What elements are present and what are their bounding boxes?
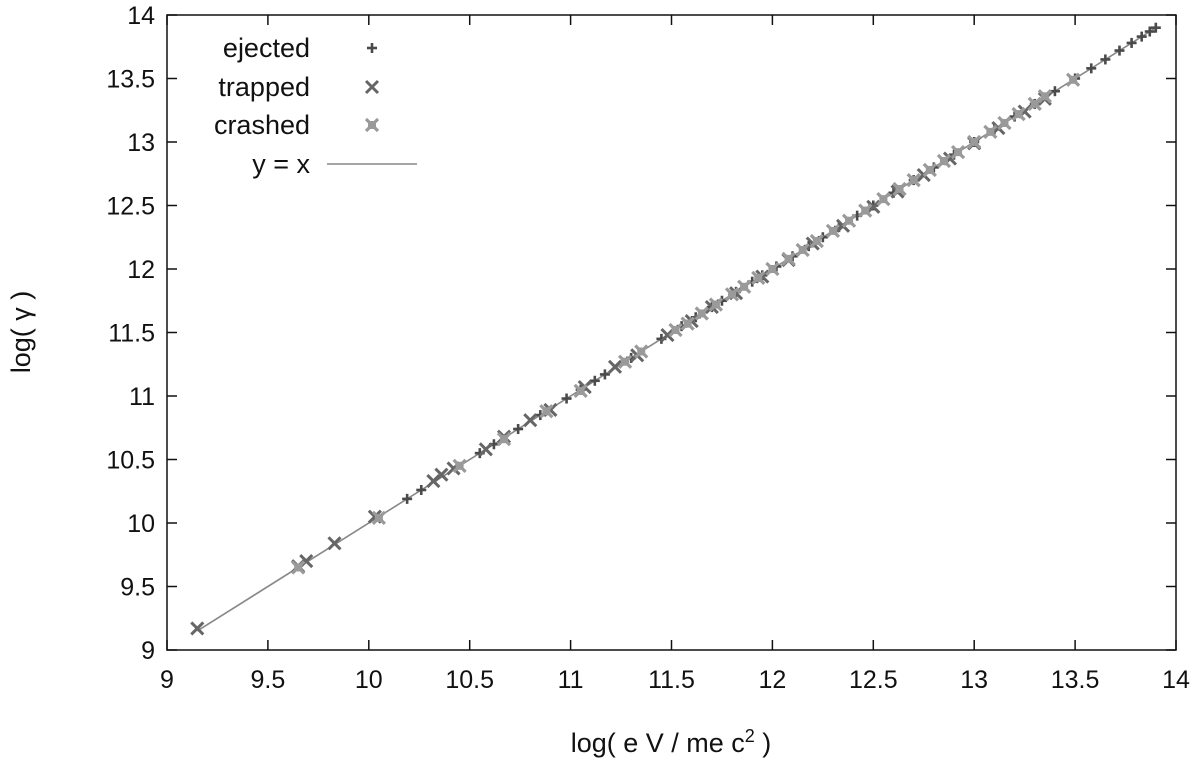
ejected-point-36	[1086, 63, 1097, 74]
crashed-point-19	[825, 223, 841, 239]
x-tick-label: 11.5	[648, 666, 695, 694]
crashed-point-11	[708, 297, 724, 312]
ejected-point-37	[1100, 54, 1111, 65]
x-tick-label: 11	[558, 666, 584, 694]
ejected-point-9	[599, 369, 610, 380]
y-axis-label: log( γ )	[6, 291, 36, 374]
crashed-point-25	[922, 162, 937, 178]
trapped-point-15	[660, 327, 675, 343]
x-tick-label: 14	[1162, 666, 1190, 694]
y-tick-label: 10.5	[106, 447, 155, 475]
ejected-point-1	[416, 484, 427, 495]
crashed-point-29	[983, 124, 998, 139]
x-tick-label: 12.5	[849, 666, 898, 694]
legend-label: crashed	[214, 110, 310, 140]
ejected-point-6	[561, 393, 572, 404]
crashed-point-5	[573, 383, 588, 399]
trapped-point-6	[434, 467, 449, 482]
crashed-point-23	[892, 181, 907, 197]
crashed-point-10	[694, 306, 709, 321]
crashed-point-27	[950, 145, 966, 160]
trapped-point-23	[866, 199, 881, 214]
ejected-point-38	[1114, 45, 1125, 56]
crashed-point-9	[680, 316, 695, 331]
crashed-point-33	[1037, 89, 1052, 104]
crashed-point-4	[539, 404, 554, 419]
y-tick-label: 11.5	[108, 320, 155, 348]
legend: ejected trapped crashed y = x	[214, 33, 417, 179]
y-tick-label: 10	[127, 510, 155, 538]
legend-marker-crashed	[364, 117, 380, 133]
x-tick-label: 12	[758, 666, 786, 694]
ejected-point-39	[1126, 37, 1137, 48]
trapped-point-0	[190, 621, 205, 636]
crashed-point-14	[751, 270, 766, 286]
crashed-point-28	[967, 134, 982, 150]
trapped-point-10	[523, 413, 538, 428]
ejected-point-42	[1150, 22, 1161, 33]
crashed-point-30	[997, 115, 1012, 131]
crashed-point-2	[452, 458, 467, 473]
legend-label: y = x	[252, 149, 310, 179]
trapped-point-13	[607, 359, 623, 374]
chart-marks	[190, 22, 1161, 636]
y-tick-label: 9.5	[120, 574, 155, 602]
y-tick-label: 9	[141, 637, 155, 665]
crashed-point-15	[765, 261, 780, 277]
crashed-point-7	[634, 344, 649, 359]
legend-marker-trapped	[364, 79, 380, 95]
ejected-point-41	[1144, 26, 1155, 37]
y-tick-label: 13.5	[106, 66, 155, 94]
y-tick-label: 13	[127, 129, 155, 157]
crashed-point-0	[291, 560, 306, 575]
x-tick-label: 10	[355, 666, 383, 694]
ejected-point-4	[513, 424, 524, 435]
legend-item-crashed: crashed	[214, 110, 380, 140]
x-axis-label: log( e V / me c2 )	[571, 726, 772, 758]
x-tick-label: 9	[160, 666, 174, 694]
legend-label: ejected	[223, 33, 310, 63]
crashed-point-8	[668, 322, 683, 338]
crashed-point-6	[617, 354, 633, 369]
y-tick-label: 12.5	[106, 193, 155, 221]
y-axis-ticks: 9 9.5 10 10.5 11 11.5 12 12.5 13 13.5 14	[106, 2, 1176, 665]
crashed-point-32	[1027, 96, 1042, 112]
crashed-point-21	[858, 203, 873, 218]
legend-item-y-equals-x: y = x	[252, 149, 417, 179]
y-tick-label: 11	[129, 383, 155, 411]
series-crashed	[291, 72, 1081, 575]
x-axis-ticks: 9 9.5 10 10.5 11 11.5 12 12.5 13 13.5 14	[160, 15, 1190, 694]
x-tick-label: 13.5	[1051, 666, 1100, 694]
trapped-point-3	[327, 536, 342, 551]
y-tick-label: 14	[127, 2, 155, 30]
ejected-point-0	[402, 493, 413, 504]
crashed-point-1	[371, 510, 387, 526]
crashed-point-17	[795, 242, 810, 258]
crashed-point-18	[809, 233, 824, 249]
crashed-point-26	[936, 153, 952, 169]
x-tick-label: 10.5	[445, 666, 494, 694]
legend-item-trapped: trapped	[218, 72, 380, 102]
x-tick-label: 13	[960, 666, 988, 694]
ejected-point-40	[1136, 31, 1147, 42]
legend-marker-ejected	[367, 43, 377, 53]
crashed-point-20	[841, 213, 857, 228]
crashed-point-24	[906, 172, 921, 188]
crashed-point-12	[724, 287, 740, 302]
x-tick-label: 9.5	[251, 666, 286, 694]
y-tick-label: 12	[127, 256, 155, 284]
crashed-point-31	[1011, 106, 1026, 122]
ejected-point-8	[589, 375, 600, 386]
crashed-point-13	[737, 279, 752, 294]
crashed-point-3	[496, 432, 512, 447]
legend-item-ejected: ejected	[223, 33, 377, 63]
crashed-point-16	[781, 251, 796, 266]
crashed-point-34	[1065, 72, 1081, 87]
crashed-point-22	[876, 192, 891, 207]
trapped-point-8	[478, 442, 493, 457]
legend-label: trapped	[218, 72, 310, 102]
